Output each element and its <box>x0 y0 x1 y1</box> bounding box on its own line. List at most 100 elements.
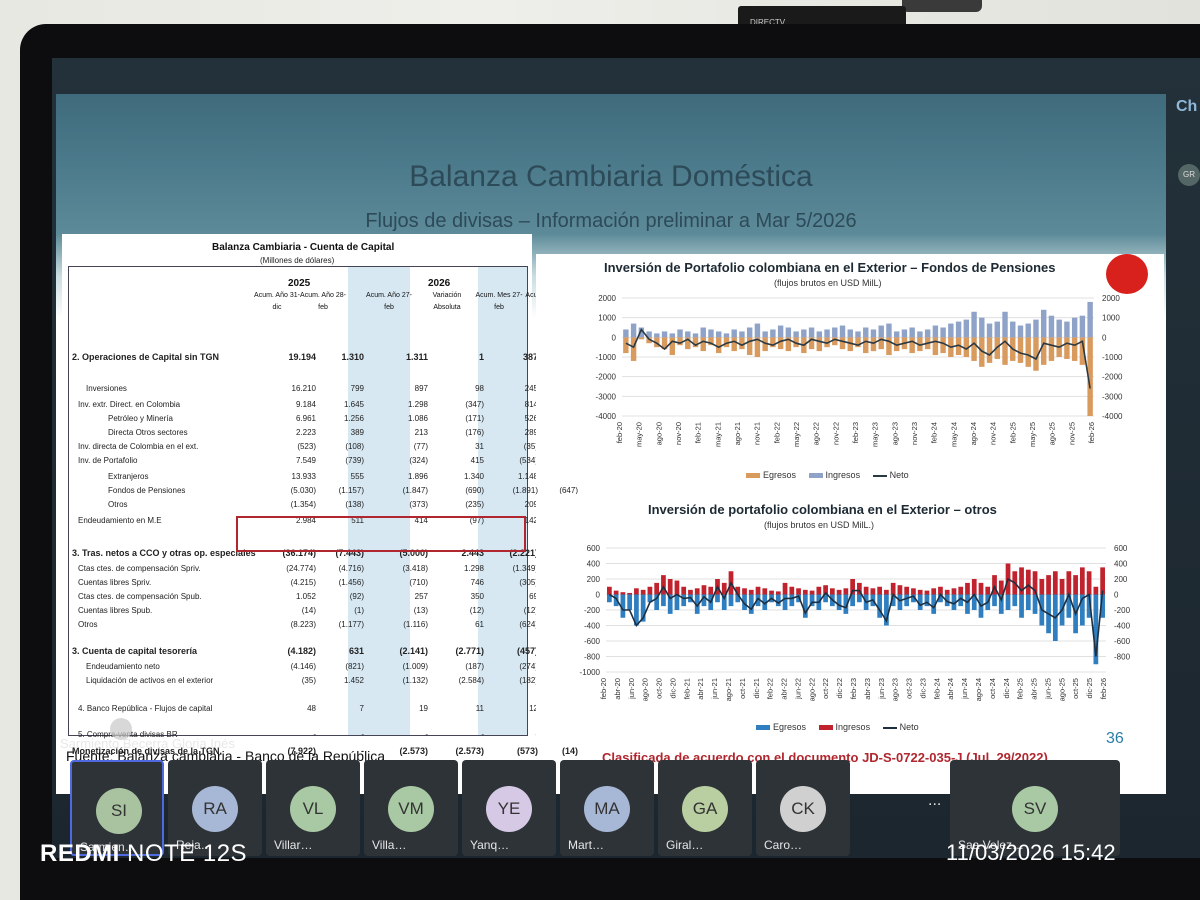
y-tick-label: -4000 <box>596 412 617 421</box>
row-value: (182) <box>519 676 538 685</box>
bar-egresos <box>742 594 747 610</box>
row-value: 526 <box>524 414 538 423</box>
bar-egresos <box>998 594 1004 614</box>
participant-tile[interactable]: GA Giral… <box>658 760 752 856</box>
bar-ingresos <box>958 586 964 595</box>
bar-egresos <box>661 337 668 350</box>
row-label: 2. Operaciones de Capital sin TGN <box>72 352 220 362</box>
y2-tick-label: 600 <box>1114 544 1128 553</box>
row-value: (624) <box>519 620 538 629</box>
bar-egresos <box>809 594 815 607</box>
table-row: Inv. extr. Direct. en Colombia 9.184 1.645… <box>72 400 578 414</box>
legend-swatch-egresos <box>746 473 760 479</box>
bar-ingresos <box>769 590 774 595</box>
bar-ingresos <box>770 329 776 338</box>
participant-tile[interactable]: RA Reja… <box>168 760 262 856</box>
bar-ingresos <box>789 586 795 595</box>
y2-tick-label: -2000 <box>1102 373 1123 382</box>
row-value: (235) <box>465 500 484 509</box>
bar-egresos <box>1071 337 1078 361</box>
x-tick-label: ago-24 <box>969 422 978 445</box>
row-value: (739) <box>345 456 364 465</box>
avatar: CK <box>780 786 826 832</box>
row-label: 3. Tras. netos a CCO y otras op. especia… <box>72 548 256 558</box>
bar-egresos <box>647 594 653 603</box>
series-line-neto <box>625 327 1091 389</box>
side-avatar[interactable]: GR <box>1178 164 1200 186</box>
row-value: - <box>361 730 364 739</box>
x-tick-label: feb-22 <box>772 422 781 443</box>
pension-funds-chart-card: Inversión de Portafolio colombiana en el… <box>536 254 1164 484</box>
y2-tick-label: 0 <box>1102 333 1107 342</box>
bar-ingresos <box>647 586 653 595</box>
participant-tile[interactable]: CK Caro… <box>756 760 850 856</box>
bar-egresos <box>816 337 823 352</box>
table-row: Monetización de divisas de la TGN. (7.922… <box>72 746 578 760</box>
legend2-egresos: Egresos <box>773 722 807 732</box>
x-tick-label: ago-23 <box>891 678 900 701</box>
row-value: (274) <box>519 662 538 671</box>
legend-neto: Neto <box>889 470 909 480</box>
participant-tile[interactable]: VM Villa… <box>364 760 458 856</box>
bar-egresos <box>963 337 970 357</box>
participant-tile[interactable]: MA Mart… <box>560 760 654 856</box>
bar-ingresos <box>809 590 815 595</box>
bar-egresos <box>924 594 930 607</box>
bar-ingresos <box>857 582 862 595</box>
bar-egresos <box>847 337 853 352</box>
participant-tile[interactable]: YE Yanq… <box>462 760 556 856</box>
row-value: 245 <box>524 384 538 393</box>
bar-egresos <box>836 594 842 610</box>
bar-ingresos <box>723 333 730 338</box>
row-label: Fondos de Pensiones <box>108 486 186 495</box>
x-tick-label: feb-23 <box>849 678 858 699</box>
participant-tile[interactable]: SV Saa Velez… <box>950 760 1120 856</box>
bar-egresos <box>716 337 722 354</box>
row-value: 1.086 <box>407 414 428 423</box>
bar-ingresos <box>931 588 937 595</box>
row-value: (523) <box>297 442 316 451</box>
bar-ingresos <box>863 327 869 338</box>
row-value: 9.184 <box>295 400 316 409</box>
row-value: (2.141) <box>399 646 428 656</box>
row-label: Directa Otros sectores <box>108 428 188 437</box>
bar-ingresos <box>884 589 889 595</box>
participant-name: Mart… <box>568 838 604 852</box>
bar-egresos <box>1017 337 1024 363</box>
more-participants-button[interactable]: ... <box>928 792 942 809</box>
row-value: 746 <box>470 578 484 587</box>
row-value: 19 <box>419 704 428 713</box>
bar-ingresos <box>785 327 792 338</box>
row-value: 98 <box>475 384 484 393</box>
participant-name: Caro… <box>764 838 803 852</box>
row-value: (457) <box>516 646 538 656</box>
bar-ingresos <box>994 321 1000 338</box>
avatar: VL <box>290 786 336 832</box>
bar-ingresos <box>917 589 923 595</box>
bar-egresos <box>832 337 838 346</box>
x-tick-label: may-20 <box>635 422 644 447</box>
participant-tile[interactable]: SI Sarmien… <box>70 760 164 856</box>
row-value: (1.009) <box>402 662 428 671</box>
bar-ingresos <box>677 329 683 338</box>
legend-swatch-neto <box>872 474 887 477</box>
legend2-swatch-ingresos <box>818 725 833 731</box>
row-value: 16.210 <box>291 384 316 393</box>
row-value: 814 <box>524 400 538 409</box>
row-value: (573) <box>516 746 538 756</box>
row-value: (821) <box>345 662 364 671</box>
bar-egresos <box>723 337 730 348</box>
legend2-swatch-neto <box>882 726 897 729</box>
table-row: Cuentas libres Spub.(14)(1)(13)(12)(12)(… <box>72 606 578 620</box>
bar-ingresos <box>620 592 626 595</box>
row-value: (4.146) <box>290 662 316 671</box>
y-tick-label: -800 <box>584 653 601 662</box>
bar-ingresos <box>796 588 801 595</box>
bar-egresos <box>904 594 910 607</box>
x-tick-label: jun-21 <box>710 678 719 700</box>
row-value: (710) <box>409 578 428 587</box>
x-tick-label: feb-22 <box>766 678 775 699</box>
participant-tile[interactable]: VL Villar… <box>266 760 360 856</box>
row-value: 897 <box>414 384 428 393</box>
status-dot <box>1106 254 1148 294</box>
